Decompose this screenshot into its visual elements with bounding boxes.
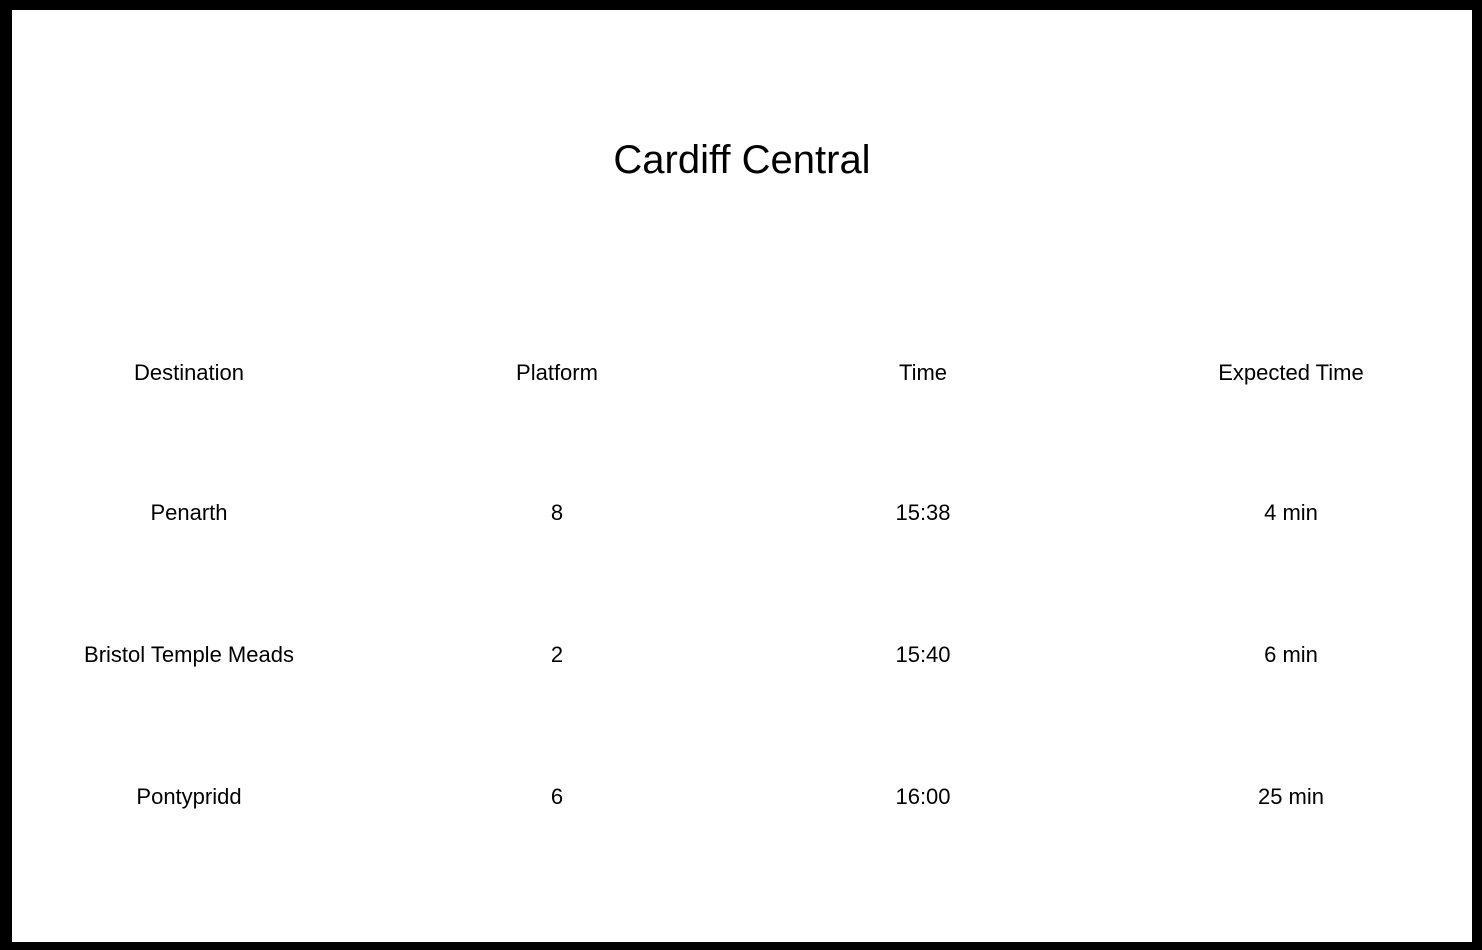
station-title: Cardiff Central xyxy=(613,138,871,182)
time-cell: 16:00 xyxy=(895,784,951,809)
header-destination: Destination xyxy=(133,360,245,385)
time-cell: 15:40 xyxy=(895,642,951,667)
time-cell: 15:38 xyxy=(895,500,951,525)
platform-cell: 8 xyxy=(550,500,564,525)
platform-cell: 2 xyxy=(550,642,564,667)
expected-time-cell: 4 min xyxy=(1264,500,1318,525)
destination-cell: Bristol Temple Meads xyxy=(84,642,294,667)
expected-time-cell: 6 min xyxy=(1264,642,1318,667)
expected-time-cell: 25 min xyxy=(1257,784,1325,809)
header-platform: Platform xyxy=(516,360,598,385)
destination-cell: Pontypridd xyxy=(136,784,242,809)
header-expected-time: Expected Time xyxy=(1218,360,1364,385)
platform-cell: 6 xyxy=(550,784,564,809)
header-time: Time xyxy=(898,360,948,385)
destination-cell: Penarth xyxy=(150,500,228,525)
